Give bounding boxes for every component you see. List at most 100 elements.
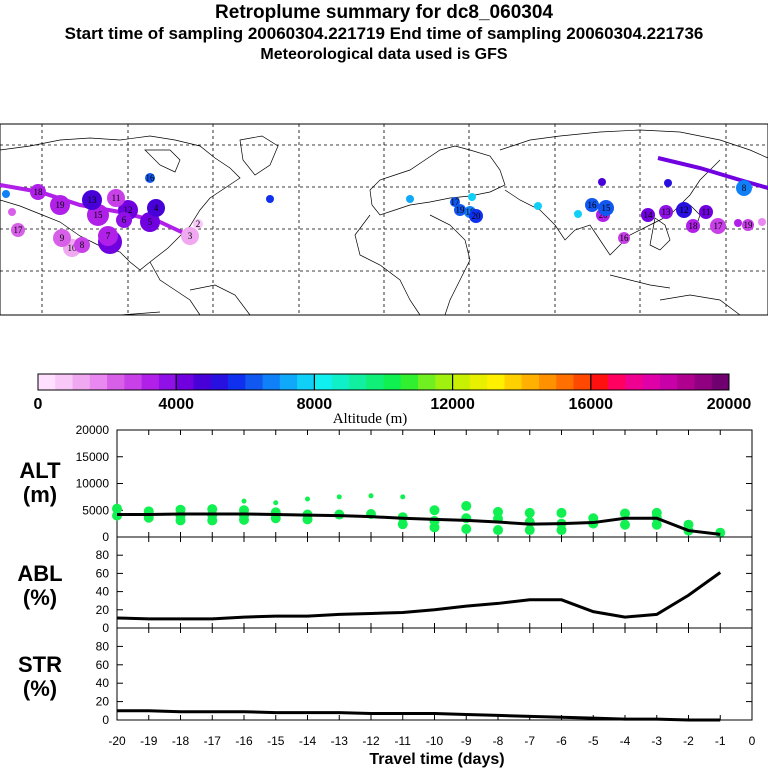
plume-day-label: 11 (112, 193, 121, 203)
plume-dot (82, 190, 102, 210)
plume-day-label: 16 (620, 233, 630, 243)
colorbar-swatch (538, 374, 557, 390)
x-tick-label: -19 (140, 734, 158, 748)
colorbar-swatch (176, 374, 194, 390)
chart-title: Retroplume summary for dc8_060304 (215, 2, 553, 23)
colorbar-swatch (245, 374, 264, 390)
altitude-point (556, 507, 567, 518)
plume-dot (742, 219, 754, 231)
y-tick-label: 60 (96, 658, 110, 672)
altitude-point (239, 514, 249, 525)
colorbar-swatch (210, 374, 229, 390)
x-tick-label: -8 (493, 734, 504, 748)
plume-dot (585, 198, 599, 212)
panel-alt: ALT(m) 0 5000 10000 15000 20000 (19, 423, 753, 544)
colorbar-swatch (556, 374, 575, 390)
panel-label: ALT (19, 458, 61, 483)
altitude-point (651, 519, 662, 530)
x-axis-label: Travel time (days) (369, 751, 504, 768)
plume-dot (758, 218, 766, 226)
median-altitude-line (117, 512, 721, 536)
x-tick-label: -2 (683, 734, 694, 748)
plume-dot (699, 205, 713, 219)
colorbar-swatch (608, 374, 626, 390)
plume-day-label: 8 (80, 240, 85, 250)
plume-day-label: 4 (154, 203, 159, 213)
y-tick-label: 0 (102, 530, 109, 544)
plume-dot (664, 179, 672, 187)
colorbar-tick-label: 12000 (430, 396, 475, 413)
colorbar-swatch (331, 374, 350, 390)
plume-day-label: 18 (466, 207, 476, 217)
plume-day-label: 12 (680, 205, 689, 215)
plume-day-label: 7 (106, 231, 111, 241)
plume-day-label: 16 (588, 200, 598, 210)
plume-day-label: 16 (146, 173, 156, 183)
plume-dot (450, 197, 460, 207)
colorbar-swatch (158, 374, 177, 390)
colorbar-swatch (141, 374, 160, 390)
plume-day-label: 2 (196, 219, 201, 229)
altitude-point (175, 515, 186, 526)
plume-day-label: 6 (122, 215, 127, 225)
colorbar-swatch (642, 374, 661, 390)
x-tick-label: -18 (172, 734, 190, 748)
colorbar-label: Altitude (m) (333, 411, 408, 427)
x-tick-label: -11 (395, 734, 412, 748)
trajectory-line (657, 156, 768, 190)
plume-dot (107, 189, 125, 207)
x-tick-label: 0 (749, 734, 756, 748)
plume-dot (116, 212, 132, 228)
panel-label: (%) (23, 585, 57, 610)
y-tick-label: 40 (96, 676, 110, 690)
panel-label: (m) (23, 482, 57, 507)
altitude-point (524, 525, 535, 536)
x-tick-label: -16 (235, 734, 253, 748)
plume-dot (147, 199, 165, 217)
plume-dot (734, 219, 742, 227)
panel-abl: ABL(%) 0 20 40 60 80 (17, 536, 753, 635)
y-tick-label: 40 (96, 585, 110, 599)
colorbar-swatch (400, 374, 419, 390)
plume-dot (181, 227, 199, 245)
y-tick-label: 60 (96, 566, 110, 580)
plume-dot (676, 202, 692, 218)
plume-day-label: 14 (644, 210, 654, 220)
plume-day-label: 15 (94, 210, 104, 220)
plume-dot (736, 180, 752, 196)
plume-dot (140, 212, 160, 232)
x-tick-label: -6 (556, 734, 567, 748)
sampling-times: Start time of sampling 20060304.221719 E… (64, 24, 704, 43)
coastlines (0, 129, 768, 316)
plume-day-label: 11 (702, 207, 711, 217)
met-data-source: Meteorological data used is GFS (260, 46, 508, 63)
altitude-point (524, 507, 535, 518)
colorbar-swatch (72, 374, 91, 390)
x-tick-label: -10 (426, 734, 444, 748)
x-tick-label: -13 (331, 734, 349, 748)
colorbar-swatch (452, 374, 471, 390)
plume-dot (406, 195, 414, 203)
y-tick-label: 0 (102, 621, 109, 635)
panel-label: STR (18, 652, 62, 677)
x-tick-label: -5 (588, 734, 599, 748)
x-tick-label: -20 (108, 734, 126, 748)
plume-dot (618, 232, 630, 244)
colorbar-tick-label: 16000 (569, 396, 614, 413)
plume-dot (454, 204, 466, 216)
plume-day-label: 18 (689, 221, 699, 231)
altitude-point (429, 522, 440, 533)
y-tick-label: 0 (102, 713, 109, 727)
plume-day-label: 10 (68, 243, 78, 253)
colorbar-tick-label: 20000 (707, 396, 752, 413)
colorbar-swatch (297, 374, 315, 390)
plume-day-label: 19 (744, 220, 754, 230)
plume-dot (145, 173, 155, 183)
plume-day-label: 17 (714, 221, 724, 231)
colorbar-swatch (348, 374, 367, 390)
colorbar-swatch (124, 374, 143, 390)
y-tick-label: 80 (96, 639, 110, 653)
altitude-point (241, 498, 247, 504)
panel-label: (%) (23, 676, 57, 701)
y-tick-label: 15000 (76, 450, 110, 464)
